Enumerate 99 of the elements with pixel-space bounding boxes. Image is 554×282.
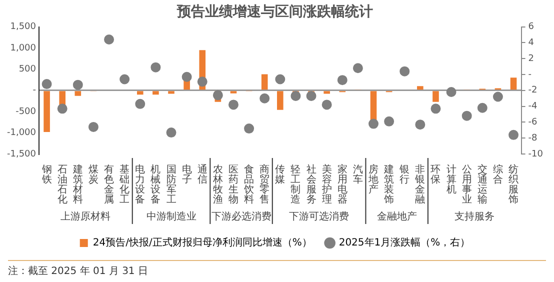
bar (417, 86, 424, 90)
x-tick-label: 医药生物 (228, 164, 238, 206)
y2-tick-label: 6 (528, 22, 534, 32)
text: 金融地产 (376, 210, 417, 223)
point (42, 79, 52, 90)
bar (168, 91, 174, 94)
x-tick-label: 汽车 (352, 164, 363, 186)
text: 中游制造业 (146, 210, 196, 223)
legend-label: 24预告/快报/正式财报归母净利润同比增速（%） (92, 236, 312, 249)
y-tick-label: -1,000 (6, 128, 36, 138)
bar (370, 91, 377, 120)
x-tick-label: 环保 (430, 164, 441, 186)
legend-label: 2025年1月涨跌幅（%，右） (338, 236, 470, 249)
x-tick-label: 商贸零售 (260, 164, 270, 206)
bar (152, 91, 159, 95)
point (275, 74, 286, 84)
x-tick-label: 交通运输 (477, 164, 488, 206)
point (337, 75, 348, 86)
x-tick-label: 钢铁 (40, 164, 52, 186)
bar (44, 91, 50, 132)
y-tick-label: 500 (18, 64, 36, 75)
y2-tick-label: -10 (528, 149, 544, 160)
x-tick-label: 农林牧渔 (212, 164, 223, 206)
point (446, 86, 456, 97)
bar (324, 91, 330, 94)
point (508, 130, 519, 140)
y2-tick-label: - (528, 70, 532, 80)
x-tick-label: 食品饮料 (243, 164, 254, 206)
point (197, 76, 208, 87)
x-tick-label: 建筑装饰 (383, 164, 394, 206)
y-tick-label: 1,000 (10, 43, 36, 54)
y2-tick-label: 4 (528, 38, 534, 48)
x-tick-label: 房地产 (368, 164, 378, 196)
point (166, 128, 176, 138)
x-tick-label: 煤炭 (88, 164, 98, 186)
bar (136, 91, 144, 95)
x-tick-label: 轻工制造 (290, 164, 301, 206)
y2-tick-label: -8 (528, 133, 538, 144)
point (306, 90, 316, 101)
point (150, 62, 161, 72)
point (57, 104, 68, 114)
x-tick-label: 社会服务 (306, 164, 316, 206)
x-tick-label: 纺织服饰 (508, 164, 519, 206)
bar (261, 74, 268, 90)
point (88, 122, 98, 132)
point (492, 92, 503, 102)
point (477, 102, 488, 113)
x-tick-label: 有色金属 (104, 164, 114, 206)
text: 注：截至 2025 年 01 月 31 日 (8, 260, 546, 278)
text: 下游必选消费 (211, 210, 272, 223)
chart-title: 预告业绩增速与区间涨跌幅统计 (176, 3, 373, 20)
point (260, 93, 270, 104)
y-tick-label: - (32, 86, 36, 96)
point (135, 98, 146, 109)
bar (277, 91, 284, 110)
y-tick-label: 1,500 (10, 22, 36, 32)
y-tick-label: -1,500 (6, 149, 36, 160)
x-tick-label: 石油石化 (57, 164, 68, 206)
x-tick-label: 基础化工 (118, 164, 130, 206)
point (104, 34, 114, 45)
y-tick-label: -500 (16, 106, 36, 117)
bar (74, 91, 82, 96)
x-tick-label: 家用电器 (337, 164, 348, 206)
x-tick-label: 计算机 (446, 164, 456, 196)
point (182, 72, 192, 82)
point (415, 120, 426, 130)
y2-tick-label: -6 (528, 118, 538, 128)
point (72, 80, 83, 90)
point (352, 63, 363, 74)
y2-tick-label: 2 (528, 54, 534, 64)
x-tick-label: 电力设备 (135, 164, 146, 206)
point (384, 116, 394, 126)
point (430, 104, 441, 114)
point (322, 100, 332, 110)
y2-tick-label: -4 (528, 102, 538, 112)
point (228, 100, 238, 110)
y2-tick-label: -2 (528, 86, 538, 96)
point (368, 118, 379, 129)
text: 上游原材料 (60, 210, 111, 223)
text: 下游可选消费 (289, 210, 350, 223)
x-tick-label: 传媒 (275, 164, 286, 186)
bar (432, 91, 439, 102)
x-tick-label: 综合 (492, 164, 503, 186)
point (290, 90, 301, 101)
point (462, 110, 472, 121)
x-tick-label: 通信 (197, 164, 208, 186)
x-tick-label: 非银金融 (414, 164, 426, 206)
x-tick-label: 电子 (182, 164, 192, 186)
point (400, 66, 410, 76)
x-tick-label: 公用事业 (462, 164, 472, 206)
x-tick-label: 国防军工 (166, 164, 176, 206)
text: 支持服务 (454, 210, 495, 223)
point (244, 124, 254, 134)
x-tick-label: 机械设备 (150, 164, 161, 206)
x-tick-label: 美容护理 (320, 164, 332, 206)
x-tick-label: 银行 (398, 164, 410, 186)
bar (510, 78, 517, 90)
x-tick-label: 建筑材料 (72, 164, 83, 206)
point (120, 74, 130, 84)
